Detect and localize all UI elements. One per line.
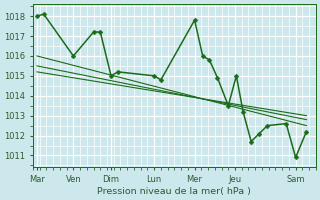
X-axis label: Pression niveau de la mer( hPa ): Pression niveau de la mer( hPa ): [98, 187, 251, 196]
